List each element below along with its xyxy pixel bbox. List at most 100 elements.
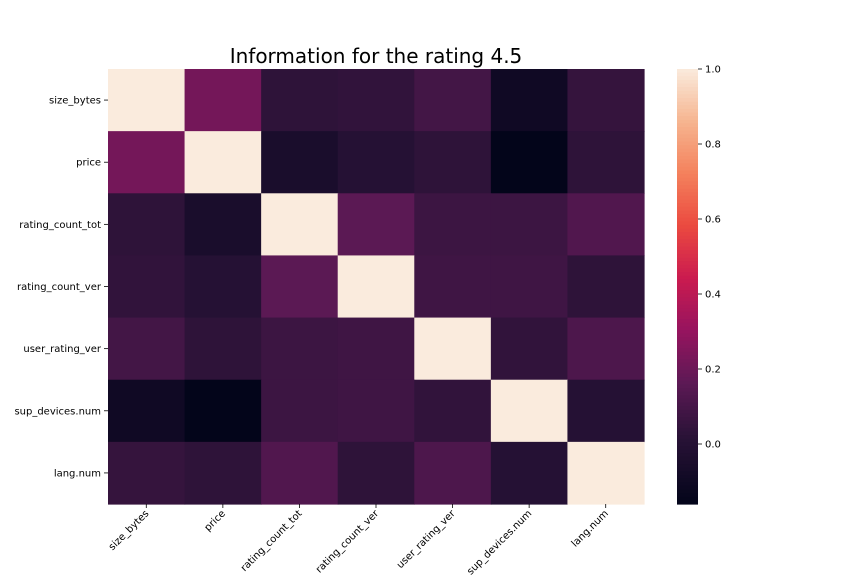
heatmap-cell-sup-devices-num-sup-devices-num [490,379,569,443]
heatmap-cell-rating-count-ver-sup-devices-num [490,255,569,319]
colorbar-segment [677,185,698,190]
heatmap-cell-sup-devices-num-rating-count-ver [337,379,415,443]
x-tick-label-sup-devices-num: sup_devices.num [465,508,534,576]
heatmap-cell-price-user-rating-ver [414,131,492,194]
colorbar-segment [677,137,698,143]
colorbar-segment [677,337,698,342]
colorbar-segment [677,431,698,436]
heatmap-cell-user-rating-ver-lang-num [567,317,645,381]
x-tick-label-price: price [203,508,228,533]
heatmap-cell-rating-count-ver-size-bytes [108,255,186,319]
heatmap-cell-rating-count-ver-price [184,255,262,319]
colorbar-segment [677,380,698,385]
colorbar-segment [677,87,698,92]
colorbar-segment [677,398,698,404]
colorbar-segment [677,406,698,411]
colorbar-segment [677,409,698,414]
colorbar-segment [677,188,698,193]
colorbar-segment [677,119,698,124]
colorbar-segment [677,76,698,81]
colorbar-segment [677,217,698,222]
colorbar-segment [677,83,698,88]
colorbar-segment [677,145,698,150]
heatmap-cell-lang-num-user-rating-ver [414,441,492,505]
colorbar-segment [677,413,698,418]
colorbar-segment [677,286,698,291]
colorbar-segment [677,344,698,349]
colorbar-segment [677,282,698,288]
colorbar-segment [677,420,698,425]
heatmap-cell-user-rating-ver-rating-count-tot [261,317,339,381]
heatmap-cell-rating-count-ver-user-rating-ver [414,255,492,319]
colorbar-segment [677,373,698,378]
colorbar-segment [677,112,698,117]
x-tick-label-lang-num: lang.num [570,508,611,549]
colorbar-tick-label: 0.6 [705,215,721,226]
colorbar-segment [677,333,698,338]
colorbar-segment [677,330,698,335]
colorbar-segment [677,351,698,356]
colorbar-segment [677,79,698,85]
colorbar-segment [677,453,698,458]
heatmap-cell-size-bytes-lang-num [567,69,645,132]
heatmap-cell-sup-devices-num-size-bytes [108,379,186,443]
colorbar-segment [677,152,698,157]
colorbar-segment [677,163,698,168]
heatmap-cell-rating-count-tot-user-rating-ver [414,193,492,257]
heatmap-cell-sup-devices-num-lang-num [567,379,645,443]
colorbar-segment [677,391,698,396]
colorbar-segment [677,395,698,400]
heatmap-cell-price-rating-count-tot [261,131,339,194]
heatmap-cells [108,69,645,505]
colorbar-segment [677,362,698,367]
x-tick-labels: size_bytes price rating_count_tot rating_co… [107,504,611,577]
colorbar-segment [677,446,698,451]
colorbar-segment [677,221,698,226]
colorbar-segment [677,478,698,483]
colorbar-segment [677,108,698,114]
colorbar-segment [677,181,698,186]
chart-title: Information for the rating 4.5 [230,44,523,68]
y-tick-label-sup-devices-num: sup_devices.num [14,406,101,417]
colorbar-segment [677,235,698,240]
colorbar-segment [677,224,698,230]
colorbar-tick-label: 0.2 [705,365,721,376]
heatmap-cell-rating-count-tot-lang-num [567,193,645,257]
colorbar-segment [677,366,698,371]
colorbar-segment [677,297,698,302]
colorbar-segment [677,203,698,208]
heatmap-cell-sup-devices-num-rating-count-tot [261,379,339,443]
colorbar: 0.0 0.2 0.4 0.6 0.8 1.0 [677,65,721,505]
colorbar-segment [677,319,698,324]
x-tick-label-rating-count-ver: rating_count_ver [314,508,382,576]
colorbar-segment [677,301,698,306]
colorbar-segment [677,123,698,128]
y-tick-label-size-bytes: size_bytes [49,96,101,107]
colorbar-segment [677,232,698,237]
colorbar-segment [677,257,698,262]
heatmap-cell-user-rating-ver-user-rating-ver [414,317,492,381]
colorbar-segment [677,156,698,161]
colorbar-tick-label: 0.4 [705,290,721,301]
colorbar-segment [677,116,698,121]
heatmap-cell-price-size-bytes [108,131,186,194]
heatmap-cell-size-bytes-rating-count-tot [261,69,339,132]
colorbar-segment [677,72,698,77]
colorbar-segment [677,127,698,132]
colorbar-segment [677,424,698,429]
colorbar-segment [677,326,698,331]
colorbar-segment [677,467,698,472]
heatmap-cell-sup-devices-num-user-rating-ver [414,379,492,443]
colorbar-segment [677,166,698,172]
colorbar-segment [677,315,698,320]
colorbar-segment [677,377,698,382]
y-tick-label-rating-count-tot: rating_count_tot [19,220,101,231]
x-tick-label-size-bytes: size_bytes [107,508,152,553]
colorbar-tick-label: 1.0 [705,65,721,76]
heatmap-cell-price-price [184,131,262,194]
colorbar-segment [677,148,698,153]
heatmap-cell-rating-count-tot-price [184,193,262,257]
colorbar-segment [677,101,698,106]
colorbar-segment [677,340,698,346]
colorbar-segment [677,159,698,164]
